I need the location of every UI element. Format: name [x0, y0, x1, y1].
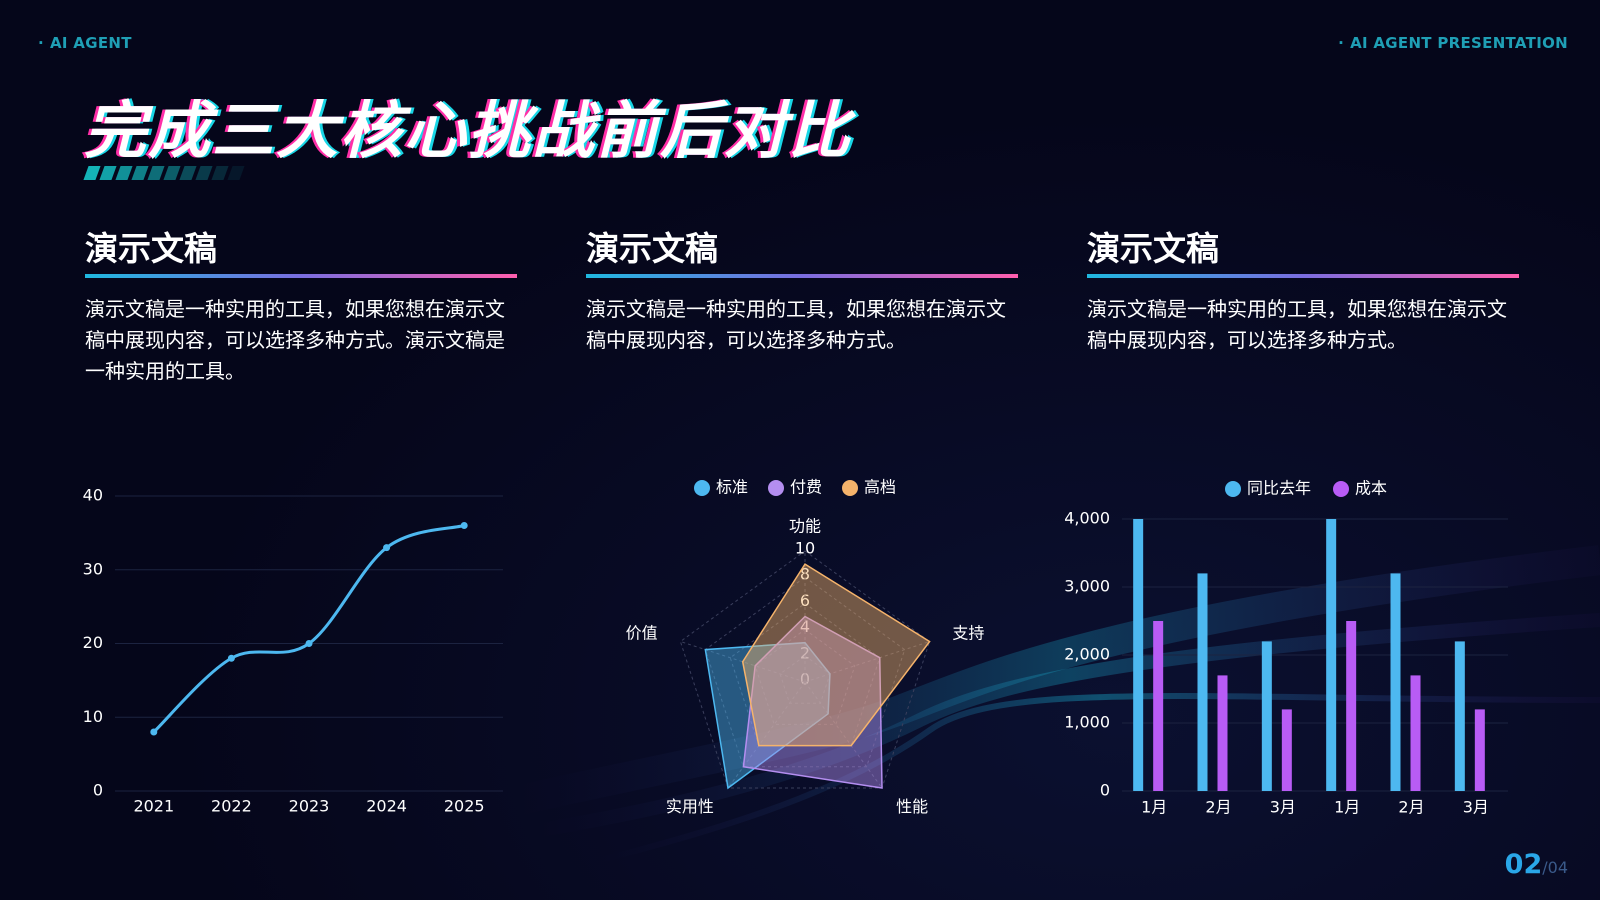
axis-label: 实用性	[666, 797, 714, 816]
y-tick-label: 0	[1100, 781, 1110, 800]
legend-swatch	[694, 480, 710, 496]
bar	[1410, 675, 1421, 791]
y-tick-label: 2,000	[1064, 645, 1110, 664]
divider	[1087, 274, 1519, 278]
x-tick-label: 2月	[1398, 798, 1424, 817]
y-tick-label: 40	[83, 486, 103, 505]
axis-label: 价值	[626, 624, 658, 643]
point	[460, 522, 468, 529]
x-tick-label: 3月	[1463, 798, 1489, 817]
legend-label: 付费	[790, 478, 822, 497]
x-tick-label: 2022	[211, 797, 252, 816]
column: 演示文稿演示文稿是一种实用的工具，如果您想在演示文稿中展现内容，可以选择多种方式…	[1087, 222, 1519, 356]
brand-right: AI AGENT PRESENTATION	[1338, 34, 1568, 52]
r-tick-label: 6	[800, 591, 810, 610]
spoke	[680, 641, 806, 683]
grid-ring	[679, 550, 931, 789]
spoke	[804, 641, 930, 683]
bar	[1261, 641, 1272, 791]
radar-area	[704, 641, 831, 790]
bar	[1153, 621, 1164, 791]
point	[227, 654, 235, 662]
x-tick-label: 1月	[1334, 798, 1360, 817]
title: 完成三大核心挑战前后对比	[84, 94, 853, 167]
legend-swatch	[768, 480, 784, 496]
column: 演示文稿演示文稿是一种实用的工具，如果您想在演示文稿中展现内容，可以选择多种方式…	[85, 222, 517, 387]
x-tick-label: 2月	[1205, 798, 1231, 817]
bar	[1217, 675, 1228, 791]
column-body: 演示文稿是一种实用的工具，如果您想在演示文稿中展现内容，可以选择多种方式。演示文…	[85, 297, 505, 383]
x-tick-label: 2023	[289, 797, 330, 816]
bar	[1474, 709, 1485, 791]
y-tick-label: 20	[83, 633, 103, 652]
x-tick-label: 2025	[444, 797, 485, 816]
divider	[586, 274, 1018, 278]
bar	[1197, 573, 1208, 791]
point	[383, 544, 391, 552]
bar	[1346, 621, 1357, 791]
column-body: 演示文稿是一种实用的工具，如果您想在演示文稿中展现内容，可以选择多种方式。	[586, 297, 1006, 352]
column-body: 演示文稿是一种实用的工具，如果您想在演示文稿中展现内容，可以选择多种方式。	[1087, 297, 1507, 352]
x-tick-label: 1月	[1141, 798, 1167, 817]
bar	[1454, 641, 1465, 791]
bar	[1390, 573, 1401, 791]
wave	[516, 545, 1600, 815]
r-tick-label: 10	[795, 539, 815, 558]
radar-area	[741, 563, 931, 747]
bar	[1281, 709, 1292, 791]
point	[305, 640, 313, 647]
wave	[599, 693, 1600, 863]
axis-label: 支持	[952, 624, 984, 643]
x-tick-label: 2021	[133, 797, 174, 816]
r-tick-label: 2	[800, 643, 810, 662]
y-tick-label: 1,000	[1064, 713, 1110, 732]
brand-left: AI AGENT	[38, 34, 132, 52]
y-tick-label: 0	[93, 781, 103, 800]
y-tick-label: 30	[83, 559, 103, 578]
legend-swatch	[842, 480, 858, 496]
bar	[1133, 519, 1144, 791]
x-tick-label: 2024	[366, 797, 407, 816]
axis-label: 性能	[896, 797, 928, 816]
page-total: /04	[1542, 858, 1568, 877]
y-tick-label: 4,000	[1064, 509, 1110, 528]
legend-swatch	[1333, 481, 1349, 497]
column-heading: 演示文稿	[586, 229, 718, 268]
page-current: 02	[1504, 849, 1543, 880]
point	[150, 728, 158, 736]
page-number: 02/04	[1505, 849, 1568, 880]
legend-label: 标准	[716, 478, 748, 497]
x-tick-label: 3月	[1270, 798, 1296, 817]
axis-label: 功能	[789, 517, 821, 536]
bar	[1326, 519, 1337, 791]
spoke	[727, 681, 806, 789]
line	[152, 524, 465, 734]
spoke	[804, 681, 883, 789]
wave	[538, 613, 1600, 837]
grid-ring	[704, 576, 906, 768]
r-tick-label: 8	[800, 565, 810, 584]
legend-swatch	[1225, 481, 1241, 497]
y-tick-label: 10	[83, 707, 103, 726]
divider	[85, 274, 517, 278]
legend-label: 成本	[1355, 479, 1387, 498]
legend-label: 同比去年	[1247, 479, 1311, 498]
column-heading: 演示文稿	[85, 229, 217, 268]
grid-ring	[779, 655, 831, 704]
legend-label: 高档	[864, 478, 896, 497]
column: 演示文稿演示文稿是一种实用的工具，如果您想在演示文稿中展现内容，可以选择多种方式…	[586, 222, 1018, 356]
y-tick-label: 3,000	[1064, 577, 1110, 596]
column-heading: 演示文稿	[1087, 229, 1219, 268]
